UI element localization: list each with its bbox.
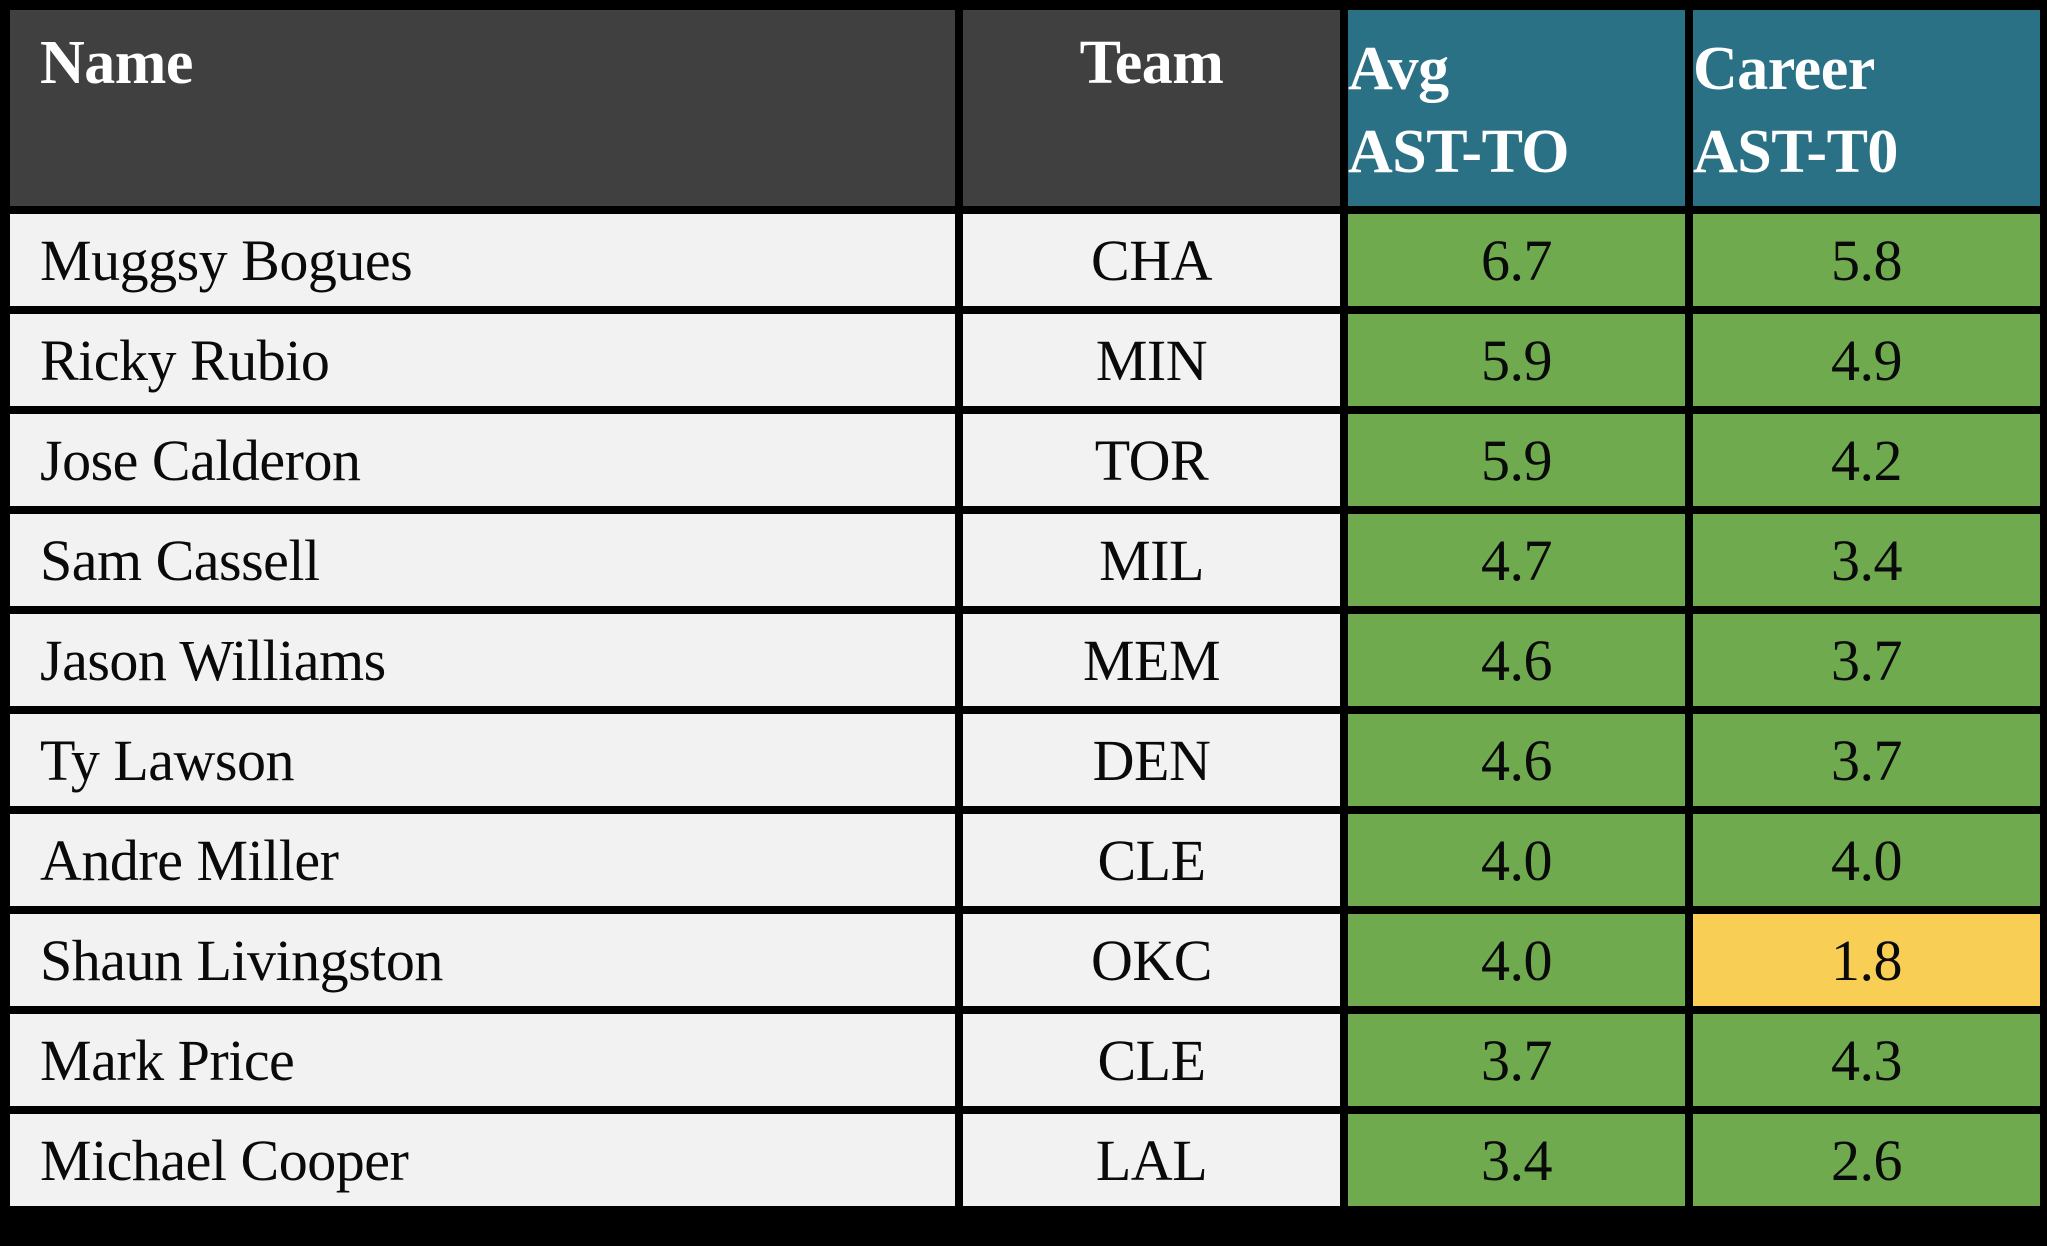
player-name-cell: Ty Lawson xyxy=(10,714,955,806)
career-ast-to-cell: 3.7 xyxy=(1693,714,2040,806)
header-line-2: AST-TO xyxy=(1348,118,1570,187)
player-name-cell: Jose Calderon xyxy=(10,414,955,506)
team-cell: CLE xyxy=(963,1014,1340,1106)
team-cell: CHA xyxy=(963,214,1340,306)
team-cell: LAL xyxy=(963,1114,1340,1206)
career-ast-to-cell: 4.2 xyxy=(1693,414,2040,506)
header-line-1: Career xyxy=(1693,35,1875,103)
team-cell: MIL xyxy=(963,514,1340,606)
avg-ast-to-cell: 4.6 xyxy=(1348,714,1685,806)
player-name-cell: Shaun Livingston xyxy=(10,914,955,1006)
player-name-cell: Mark Price xyxy=(10,1014,955,1106)
career-ast-to-cell: 5.8 xyxy=(1693,214,2040,306)
column-header-team: Team xyxy=(963,10,1340,206)
career-ast-to-cell: 2.6 xyxy=(1693,1114,2040,1206)
avg-ast-to-cell: 6.7 xyxy=(1348,214,1685,306)
avg-ast-to-cell: 4.0 xyxy=(1348,814,1685,906)
header-line-2: AST-T0 xyxy=(1693,118,1898,187)
career-ast-to-cell: 4.3 xyxy=(1693,1014,2040,1106)
avg-ast-to-cell: 3.4 xyxy=(1348,1114,1685,1206)
team-cell: MIN xyxy=(963,314,1340,406)
career-ast-to-cell: 4.0 xyxy=(1693,814,2040,906)
avg-ast-to-cell: 4.6 xyxy=(1348,614,1685,706)
avg-ast-to-cell: 5.9 xyxy=(1348,414,1685,506)
career-ast-to-cell: 4.9 xyxy=(1693,314,2040,406)
career-ast-to-cell: 3.7 xyxy=(1693,614,2040,706)
player-name-cell: Michael Cooper xyxy=(10,1114,955,1206)
player-name-cell: Sam Cassell xyxy=(10,514,955,606)
avg-ast-to-cell: 4.0 xyxy=(1348,914,1685,1006)
avg-ast-to-cell: 3.7 xyxy=(1348,1014,1685,1106)
player-name-cell: Muggsy Bogues xyxy=(10,214,955,306)
column-header-avg-ast-to: Avg AST-TO xyxy=(1348,10,1685,206)
avg-ast-to-cell: 4.7 xyxy=(1348,514,1685,606)
team-cell: MEM xyxy=(963,614,1340,706)
team-cell: DEN xyxy=(963,714,1340,806)
player-name-cell: Andre Miller xyxy=(10,814,955,906)
header-line-1: Avg xyxy=(1348,35,1449,103)
team-cell: CLE xyxy=(963,814,1340,906)
team-cell: TOR xyxy=(963,414,1340,506)
career-ast-to-cell: 1.8 xyxy=(1693,914,2040,1006)
career-ast-to-cell: 3.4 xyxy=(1693,514,2040,606)
column-header-name: Name xyxy=(10,10,955,206)
player-name-cell: Jason Williams xyxy=(10,614,955,706)
column-header-career-ast-to: Career AST-T0 xyxy=(1693,10,2040,206)
avg-ast-to-cell: 5.9 xyxy=(1348,314,1685,406)
team-cell: OKC xyxy=(963,914,1340,1006)
player-name-cell: Ricky Rubio xyxy=(10,314,955,406)
